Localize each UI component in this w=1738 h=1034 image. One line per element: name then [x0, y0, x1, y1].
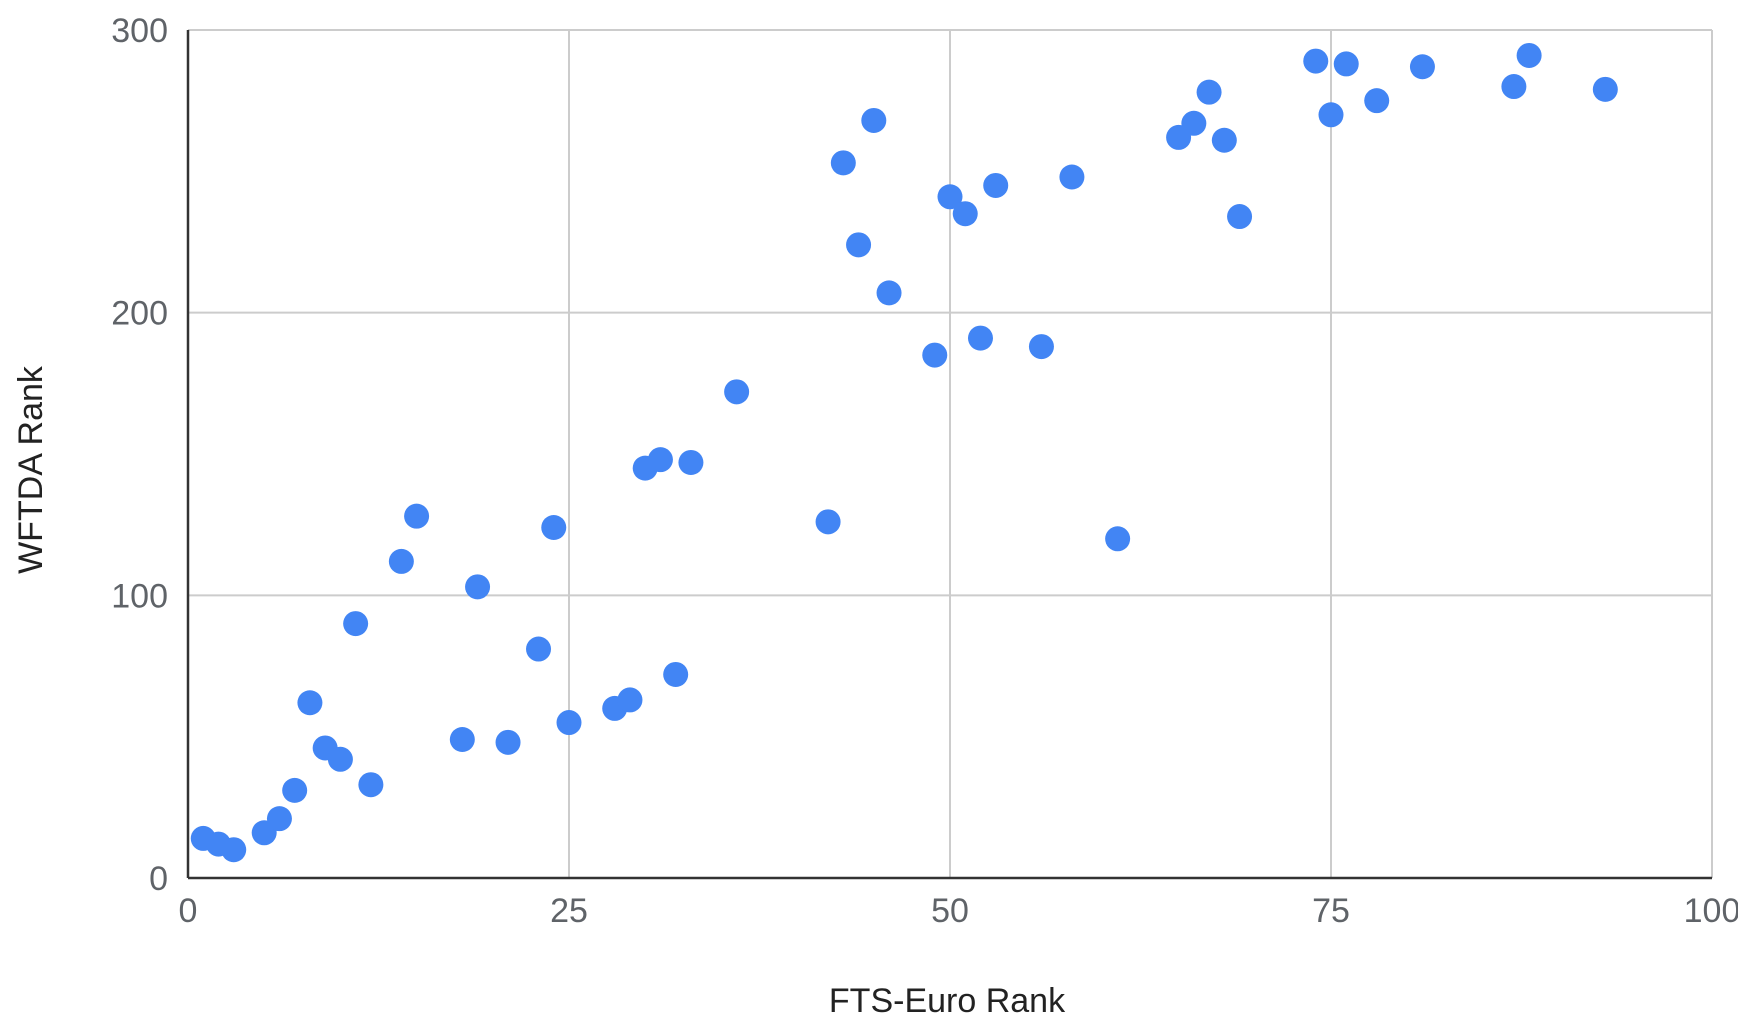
scatter-point: [617, 687, 643, 713]
scatter-point: [1501, 74, 1527, 100]
scatter-point: [327, 746, 353, 772]
scatter-point: [343, 611, 369, 637]
x-tick-label: 75: [1312, 892, 1350, 930]
scatter-point: [830, 150, 856, 176]
y-axis-title: WFTDA Rank: [12, 365, 50, 574]
scatter-point: [876, 280, 902, 306]
x-tick-label: 50: [931, 892, 969, 930]
scatter-point: [404, 503, 430, 529]
scatter-point: [465, 574, 491, 600]
scatter-point: [678, 449, 704, 475]
scatter-point: [1227, 204, 1253, 230]
scatter-point: [1592, 76, 1618, 102]
data-points: [190, 42, 1618, 863]
scatter-point: [937, 184, 963, 210]
grid-lines: [188, 29, 1713, 878]
scatter-point: [1364, 88, 1390, 114]
scatter-point: [282, 777, 308, 803]
x-tick-label: 25: [550, 892, 588, 930]
scatter-point: [526, 636, 552, 662]
scatter-point: [952, 201, 978, 227]
scatter-point: [1333, 51, 1359, 77]
axes: [186, 30, 1712, 880]
scatter-point: [556, 710, 582, 736]
scatter-point: [1028, 334, 1054, 360]
scatter-point: [1318, 102, 1344, 128]
scatter-point: [266, 806, 292, 832]
scatter-point: [861, 107, 887, 133]
scatter-point: [1105, 526, 1131, 552]
scatter-point: [724, 379, 750, 405]
x-tick-label: 0: [179, 892, 198, 930]
scatter-point: [495, 729, 521, 755]
scatter-point: [1059, 164, 1085, 190]
scatter-point: [967, 325, 993, 351]
scatter-point: [388, 548, 414, 574]
scatter-point: [358, 772, 384, 798]
scatter-point: [1181, 110, 1207, 136]
x-axis-title: FTS-Euro Rank: [829, 982, 1066, 1020]
scatter-point: [1196, 79, 1222, 105]
scatter-point: [1516, 42, 1542, 68]
scatter-point: [1211, 127, 1237, 153]
scatter-point: [663, 661, 689, 687]
scatter-point: [922, 342, 948, 368]
scatter-point: [541, 514, 567, 540]
y-tick-label: 300: [111, 12, 168, 50]
scatter-point: [449, 726, 475, 752]
scatter-point: [647, 447, 673, 473]
y-tick-label: 0: [149, 860, 168, 898]
y-tick-label: 100: [111, 577, 168, 615]
scatter-point: [983, 172, 1009, 198]
y-tick-label: 200: [111, 295, 168, 333]
scatter-point: [297, 690, 323, 716]
scatter-point: [846, 232, 872, 258]
scatter-point: [1303, 48, 1329, 74]
tick-labels: 0 25 50 75 100 0 100 200 300: [111, 12, 1738, 930]
scatter-point: [1409, 54, 1435, 80]
x-tick-label: 100: [1684, 892, 1738, 930]
scatter-point: [221, 837, 247, 863]
scatter-point: [815, 509, 841, 535]
